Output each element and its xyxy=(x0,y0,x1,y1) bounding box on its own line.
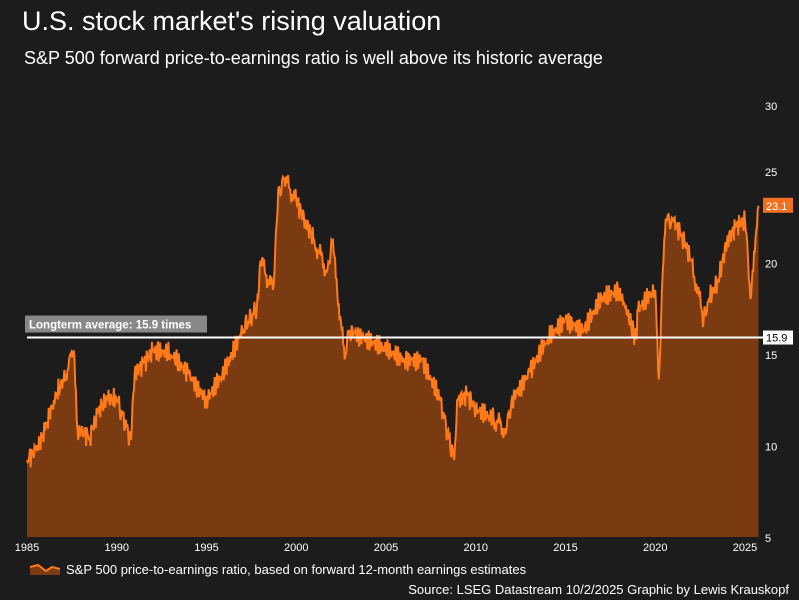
y-tick-label: 15 xyxy=(765,350,777,362)
x-tick-label: 1985 xyxy=(15,542,39,554)
average-label: Longterm average: 15.9 times xyxy=(29,320,191,332)
x-tick-label: 2000 xyxy=(284,542,308,554)
chart-title: U.S. stock market's rising valuation xyxy=(22,6,442,36)
y-tick-label: 25 xyxy=(765,167,777,179)
last-value-bg xyxy=(763,197,793,213)
y-tick-label: 5 xyxy=(765,533,771,545)
average-value-bg xyxy=(763,330,793,345)
legend-swatch-icon xyxy=(30,563,60,575)
series-area xyxy=(27,174,759,537)
x-tick-label: 2010 xyxy=(464,542,488,554)
legend-label: S&P 500 price-to-earnings ratio, based o… xyxy=(66,562,527,577)
series-line xyxy=(26,174,760,468)
source-note: Source: LSEG Datastream 10/2/2025 Graphi… xyxy=(408,582,789,597)
x-tick-label: 1995 xyxy=(194,542,218,554)
y-tick-label: 20 xyxy=(765,259,777,271)
x-tick-label: 2005 xyxy=(374,542,398,554)
x-tick-label: 2015 xyxy=(553,542,577,554)
x-tick-label: 2025 xyxy=(733,542,757,554)
x-tick-label: 1990 xyxy=(105,542,129,554)
chart-subtitle: S&P 500 forward price-to-earnings ratio … xyxy=(24,48,603,68)
y-tick-label: 30 xyxy=(765,101,777,113)
x-tick-label: 2020 xyxy=(643,542,667,554)
legend: S&P 500 price-to-earnings ratio, based o… xyxy=(30,562,526,577)
y-tick-label: 10 xyxy=(765,442,777,454)
average-label-bg xyxy=(25,315,207,333)
last-value-label: 23.1 xyxy=(766,201,787,213)
average-value-label: 15.9 xyxy=(766,333,787,345)
